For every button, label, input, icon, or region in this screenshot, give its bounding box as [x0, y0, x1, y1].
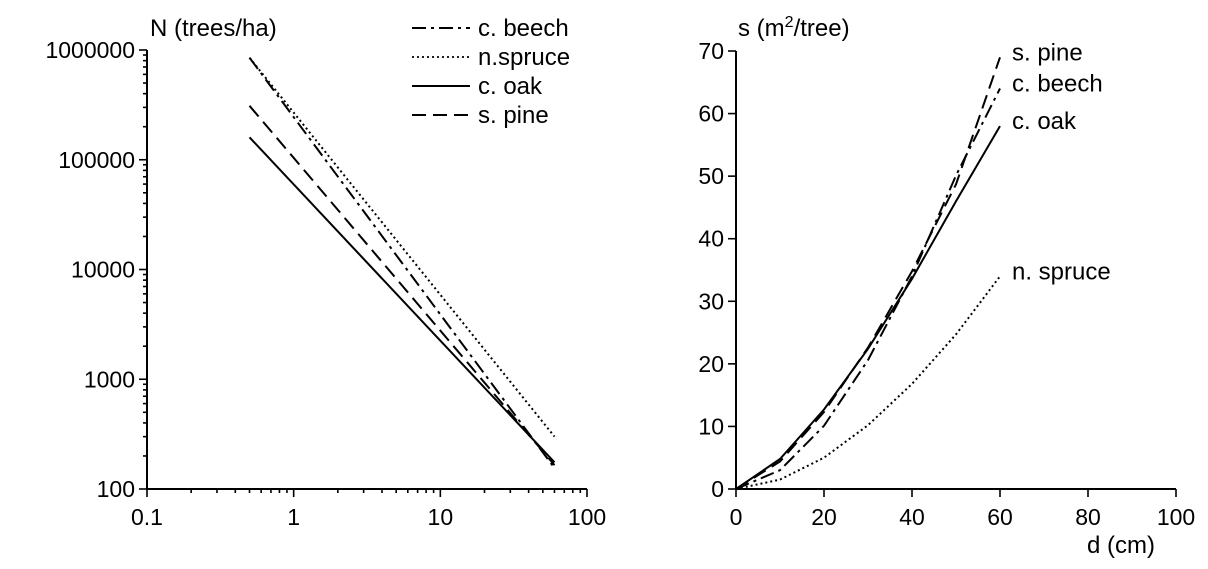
left-x-tick-label: 100 [568, 504, 606, 530]
left-axes: 100 1000 10000 100000 1000000 0.1 1 10 100 [45, 37, 606, 530]
right-series [735, 56, 1001, 490]
right-y-tick-label: 10 [698, 413, 724, 439]
left-y-tick-label: 10000 [71, 257, 135, 283]
series-line [248, 57, 556, 469]
left-x-tick-label: 10 [428, 504, 454, 530]
left-y-tick-label: 100000 [58, 147, 135, 173]
left-y-axis-label: N (trees/ha) [150, 15, 277, 42]
series-end-label: s. pine [1012, 39, 1083, 66]
right-y-axis-label: s (m2/tree) [738, 14, 850, 42]
left-y-tick-label: 1000000 [45, 37, 135, 63]
left-y-tick-label: 1000 [84, 366, 135, 392]
series-line [248, 105, 556, 466]
right-series-labels: s. pine c. beech c. oak n. spruce [1012, 39, 1111, 285]
right-y-tick-label: 30 [698, 288, 724, 314]
legend-label: s. pine [478, 102, 549, 129]
left-x-tick-label: 1 [287, 504, 300, 530]
right-x-tick-label: 20 [811, 504, 837, 530]
right-axes: 0 10 20 30 40 50 60 70 0 20 40 60 80 100 [698, 38, 1195, 530]
right-y-tick-label: 70 [698, 38, 724, 64]
right-y-tick-label: 40 [698, 226, 724, 252]
right-x-tick-label: 80 [1075, 504, 1101, 530]
left-y-tick-label: 100 [97, 476, 135, 502]
left-x-tick-label: 0.1 [131, 504, 163, 530]
right-x-tick-label: 0 [730, 504, 743, 530]
legend-label: c. beech [478, 15, 569, 42]
left-series [248, 57, 556, 469]
right-x-tick-label: 40 [899, 504, 925, 530]
legend-label: n.spruce [478, 44, 570, 71]
legend-label: c. oak [478, 73, 543, 100]
chart-crown-area: s (m2/tree) d (cm) 0 10 20 30 40 50 60 70 0 20 40 6… [698, 14, 1195, 559]
series-line [735, 275, 1001, 490]
right-y-tick-label: 50 [698, 163, 724, 189]
series-end-label: c. oak [1012, 108, 1077, 135]
right-x-tick-label: 60 [987, 504, 1013, 530]
series-line [735, 88, 1001, 490]
series-line [735, 125, 1001, 490]
series-end-label: n. spruce [1012, 258, 1111, 285]
right-x-axis-label: d (cm) [1087, 532, 1155, 559]
right-x-tick-label: 100 [1157, 504, 1195, 530]
right-y-tick-label: 20 [698, 351, 724, 377]
right-y-tick-label: 60 [698, 101, 724, 127]
series-line [735, 56, 1001, 490]
series-line [248, 57, 556, 438]
series-line [248, 136, 556, 463]
right-y-tick-label: 0 [711, 476, 724, 502]
series-end-label: c. beech [1012, 71, 1103, 98]
